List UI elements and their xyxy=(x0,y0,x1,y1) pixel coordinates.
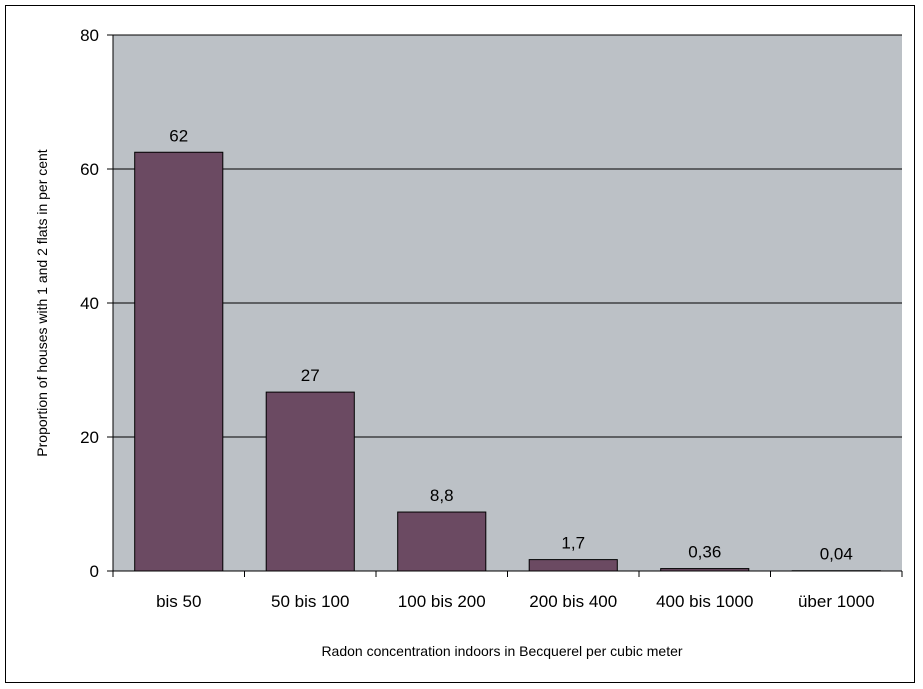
bar xyxy=(134,151,224,572)
x-tick-label: 200 bis 400 xyxy=(529,592,617,611)
y-tick-label: 60 xyxy=(80,160,99,179)
data-label: 27 xyxy=(301,366,320,385)
tick-labels: 0 20 40 60 80 bis 50 50 bis 100 100 bis 200 200 … xyxy=(80,26,903,611)
data-label: 1,7 xyxy=(561,534,585,553)
x-tick-label: 50 bis 100 xyxy=(271,592,349,611)
y-tick-label: 20 xyxy=(80,428,99,447)
x-tick-label: 100 bis 200 xyxy=(398,592,486,611)
bar xyxy=(265,391,355,572)
data-labels: 62 27 8,8 1,7 0,36 0,04 xyxy=(169,126,853,563)
x-tick-label: bis 50 xyxy=(156,592,201,611)
bar xyxy=(528,559,618,572)
x-axis-title: Radon concentration indoors in Becquerel… xyxy=(321,643,682,659)
data-label: 0,04 xyxy=(820,545,853,564)
x-tick-label: 400 bis 1000 xyxy=(656,592,753,611)
x-tick-label: über 1000 xyxy=(798,592,875,611)
data-label: 8,8 xyxy=(430,486,454,505)
y-tick-label: 80 xyxy=(80,26,99,45)
y-tick-label: 0 xyxy=(90,562,99,581)
y-axis-title: Proportion of houses with 1 and 2 flats … xyxy=(34,149,50,457)
gridlines xyxy=(113,34,902,438)
data-label: 0,36 xyxy=(688,543,721,562)
data-label: 62 xyxy=(169,126,188,145)
y-tick-label: 40 xyxy=(80,294,99,313)
bar xyxy=(397,511,487,572)
bars xyxy=(134,151,881,572)
